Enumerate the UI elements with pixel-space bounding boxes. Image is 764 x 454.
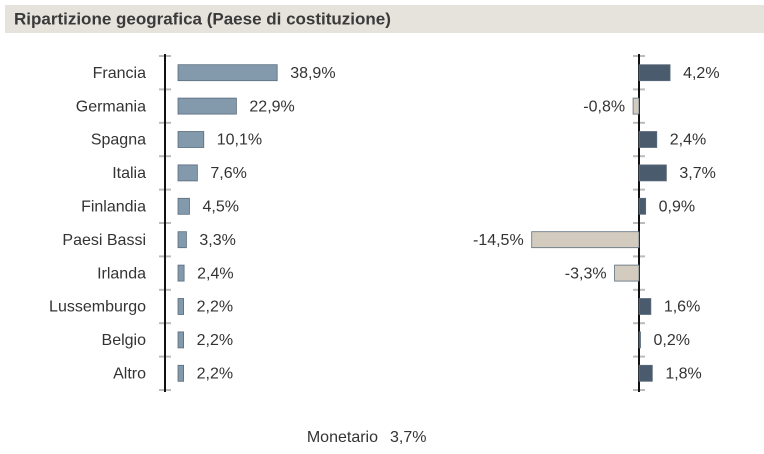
value-label: -0,8% [583, 98, 625, 115]
value-label: -3,3% [565, 265, 607, 282]
value-label: 3,3% [199, 232, 235, 249]
footer-label: Monetario [307, 429, 378, 446]
value-label: 1,8% [665, 366, 701, 383]
bar [177, 164, 198, 182]
category-label: Francia [93, 65, 146, 82]
category-label: Spagna [91, 132, 146, 149]
bar [177, 197, 190, 215]
bar [614, 264, 640, 282]
bar [177, 64, 278, 82]
bar [177, 298, 185, 315]
value-label: 4,2% [683, 65, 719, 82]
bar [177, 231, 187, 249]
category-label: Germania [76, 98, 146, 115]
bar [177, 364, 185, 382]
bar [638, 298, 652, 315]
bar [632, 97, 640, 115]
value-label: 2,2% [197, 332, 233, 349]
value-label: 3,7% [679, 165, 715, 182]
bar [638, 197, 647, 215]
category-label: Finlandia [81, 199, 146, 216]
value-label: 10,1% [217, 132, 262, 149]
value-label: 38,9% [290, 65, 335, 82]
value-label: 2,2% [197, 366, 233, 383]
bar [638, 364, 653, 382]
bar [638, 64, 671, 82]
header-bar [5, 5, 764, 33]
bar [177, 131, 205, 148]
bar [177, 264, 185, 282]
category-label: Italia [112, 165, 146, 182]
category-label: Irlanda [97, 265, 146, 282]
category-label: Paesi Bassi [62, 232, 146, 249]
bar [638, 164, 667, 182]
bar [638, 331, 641, 349]
value-label: 0,9% [659, 199, 695, 216]
value-label: 2,4% [197, 265, 233, 282]
category-label: Lussemburgo [49, 299, 146, 316]
footer-value: 3,7% [390, 429, 426, 446]
chart-title: Ripartizione geografica (Paese di costit… [14, 9, 391, 28]
value-label: 4,5% [202, 199, 238, 216]
value-label: 2,2% [197, 299, 233, 316]
bar [531, 231, 640, 249]
value-label: 22,9% [249, 98, 294, 115]
bar [638, 131, 658, 148]
value-label: 1,6% [664, 299, 700, 316]
category-label: Belgio [102, 332, 147, 349]
value-label: -14,5% [473, 232, 524, 249]
bar [177, 97, 237, 115]
value-label: 2,4% [670, 132, 706, 149]
category-label: Altro [113, 366, 146, 383]
value-label: 0,2% [653, 332, 689, 349]
bar [177, 331, 185, 349]
value-label: 7,6% [210, 165, 246, 182]
